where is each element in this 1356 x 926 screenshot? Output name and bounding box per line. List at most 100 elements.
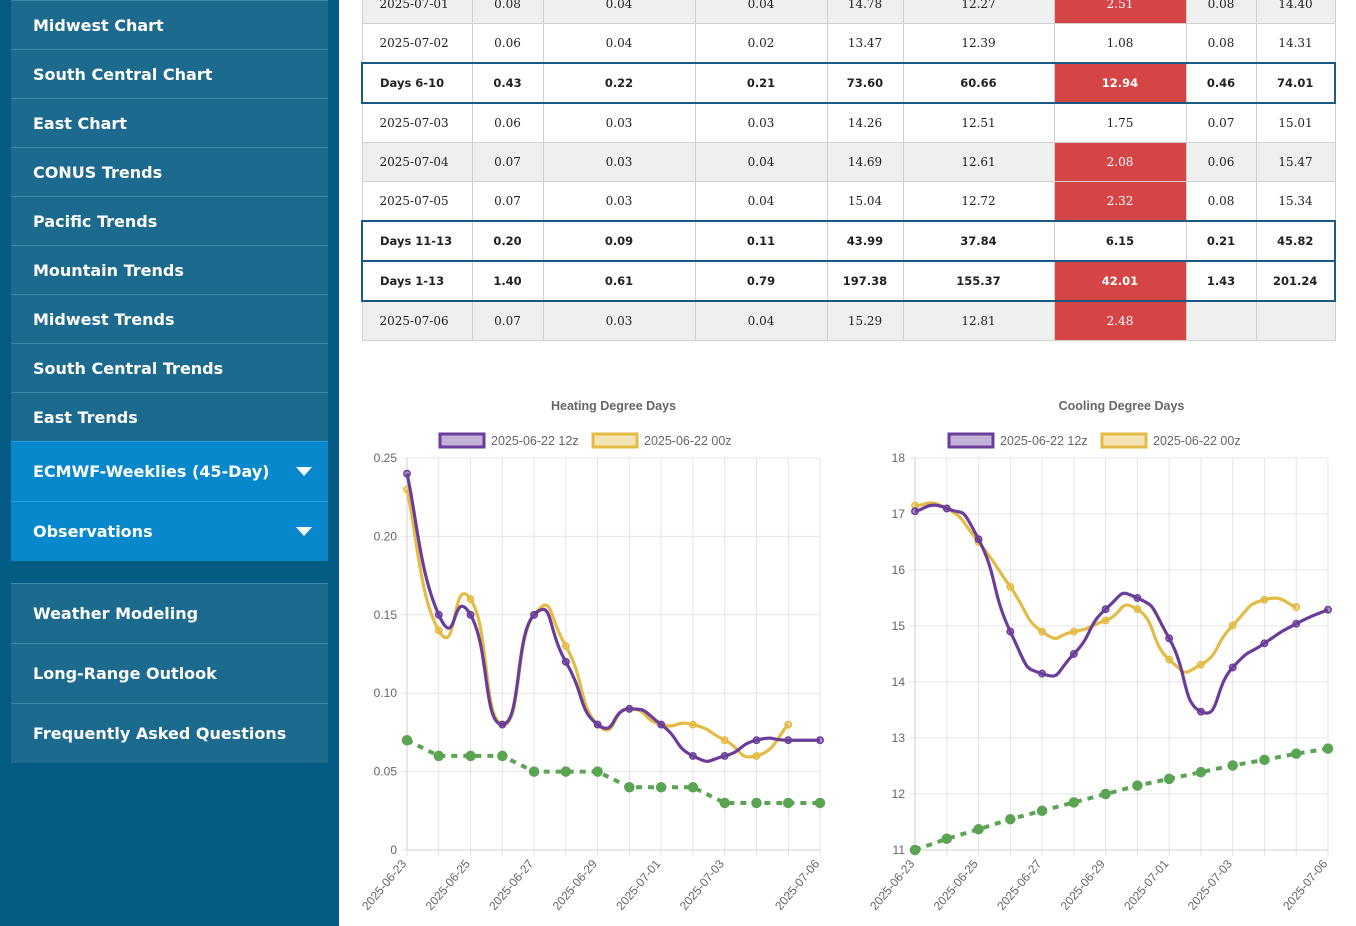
data-point[interactable] [784,720,793,729]
data-point[interactable] [592,766,603,777]
data-point[interactable] [1322,743,1334,754]
data-point[interactable] [1069,650,1078,658]
data-point[interactable] [1165,634,1174,643]
legend-item[interactable]: 2025-06-22 00z [591,432,732,449]
data-point[interactable] [1133,594,1142,602]
data-point[interactable] [1292,603,1301,611]
row-label: Days 6-10 [361,62,473,104]
data-point[interactable] [593,720,602,729]
data-point[interactable] [688,751,697,760]
sidebar-item-conus-trends[interactable]: CONUS Trends [11,147,328,196]
data-point[interactable] [1006,627,1015,636]
data-point[interactable] [1005,813,1016,825]
data-point[interactable] [1228,663,1237,672]
sidebar-item-east-trends[interactable]: East Trends [11,392,328,441]
data-point[interactable] [433,750,445,762]
sidebar-item-midwest-trends[interactable]: Midwest Trends [11,294,328,343]
data-point[interactable] [720,736,729,745]
data-point[interactable] [657,720,666,729]
data-point[interactable] [1195,766,1207,778]
data-point[interactable] [688,720,697,729]
data-point[interactable] [1290,748,1302,759]
data-point[interactable] [1101,616,1110,625]
data-point[interactable] [719,797,730,809]
data-point[interactable] [1038,669,1047,678]
data-point[interactable] [1132,780,1143,791]
data-point[interactable] [1259,754,1270,766]
sidebar-item-south-central-trends[interactable]: South Central Trends [11,343,328,392]
data-point[interactable] [1069,627,1078,636]
sidebar-item-label: ECMWF-Weeklies (45-Day) [33,462,270,481]
data-point[interactable] [1260,639,1269,648]
data-point[interactable] [941,833,953,845]
y-tick-label: 17 [892,507,906,521]
data-point[interactable] [434,610,443,619]
x-tick-label: 2025-07-01 [1121,857,1171,913]
sidebar-item-south-central-chart[interactable]: South Central Chart [11,49,328,98]
data-point[interactable] [911,507,919,516]
sidebar-item-faq[interactable]: Frequently Asked Questions [11,703,328,763]
sidebar-item-ecmwf-weeklies[interactable]: ECMWF-Weeklies (45-Day) [11,441,328,501]
data-point[interactable] [624,782,635,793]
data-point[interactable] [1163,773,1175,785]
data-point[interactable] [530,610,539,619]
sidebar-item-observations[interactable]: Observations [11,501,328,561]
legend-item[interactable]: 2025-06-22 00z [1100,432,1241,449]
data-point[interactable] [401,734,413,746]
data-point[interactable] [497,750,508,762]
sidebar-item-east-chart[interactable]: East Chart [11,98,328,147]
data-point[interactable] [560,766,572,777]
data-point[interactable] [752,751,761,760]
sidebar-item-midwest-chart[interactable]: Midwest Chart [11,0,328,49]
data-point[interactable] [687,782,699,793]
legend-swatch [591,432,639,449]
data-point[interactable] [1036,805,1048,817]
data-point[interactable] [466,595,475,604]
data-point[interactable] [1260,595,1269,604]
sidebar-item-mountain-trends[interactable]: Mountain Trends [11,245,328,294]
data-point[interactable] [909,844,921,856]
data-point[interactable] [1292,619,1301,628]
y-tick-label: 0.05 [374,765,398,779]
data-point[interactable] [973,824,984,835]
data-point[interactable] [1227,760,1238,771]
data-point[interactable] [465,750,476,762]
data-point[interactable] [1228,621,1237,630]
data-point[interactable] [974,535,983,544]
data-point[interactable] [1038,627,1047,636]
data-point[interactable] [1101,605,1110,614]
data-point[interactable] [1100,788,1111,800]
sidebar-item-weather-modeling[interactable]: Weather Modeling [11,583,328,643]
data-point[interactable] [720,751,729,760]
data-point[interactable] [466,610,475,619]
data-point[interactable] [942,504,951,513]
data-point[interactable] [528,766,540,777]
data-point[interactable] [784,736,793,745]
data-point[interactable] [816,736,824,745]
data-point[interactable] [655,782,667,793]
data-point[interactable] [561,642,570,651]
heating-degree-days-chart: Heating Degree Days 2025-06-22 12z 2025-06… [359,399,826,913]
sidebar-item-pacific-trends[interactable]: Pacific Trends [11,196,328,245]
data-point[interactable] [1324,605,1332,614]
data-point[interactable] [403,469,411,478]
data-point[interactable] [1068,797,1080,808]
data-point[interactable] [752,736,761,745]
data-point[interactable] [561,657,570,666]
legend-item[interactable]: 2025-06-22 12z [438,432,579,449]
data-point[interactable] [498,720,507,729]
legend-item[interactable]: 2025-06-22 12z [947,432,1088,449]
data-point[interactable] [814,797,826,809]
sidebar-item-long-range-outlook[interactable]: Long-Range Outlook [11,643,328,703]
data-point[interactable] [751,797,762,809]
data-point[interactable] [434,626,443,635]
series-line [405,473,820,763]
data-point[interactable] [1196,660,1205,669]
data-point[interactable] [1165,655,1174,664]
data-point[interactable] [1133,605,1142,614]
table-cell: 0.09 [542,220,696,262]
data-point[interactable] [782,797,794,809]
data-point[interactable] [625,704,634,713]
data-point[interactable] [1196,707,1205,716]
data-point[interactable] [1006,582,1015,591]
